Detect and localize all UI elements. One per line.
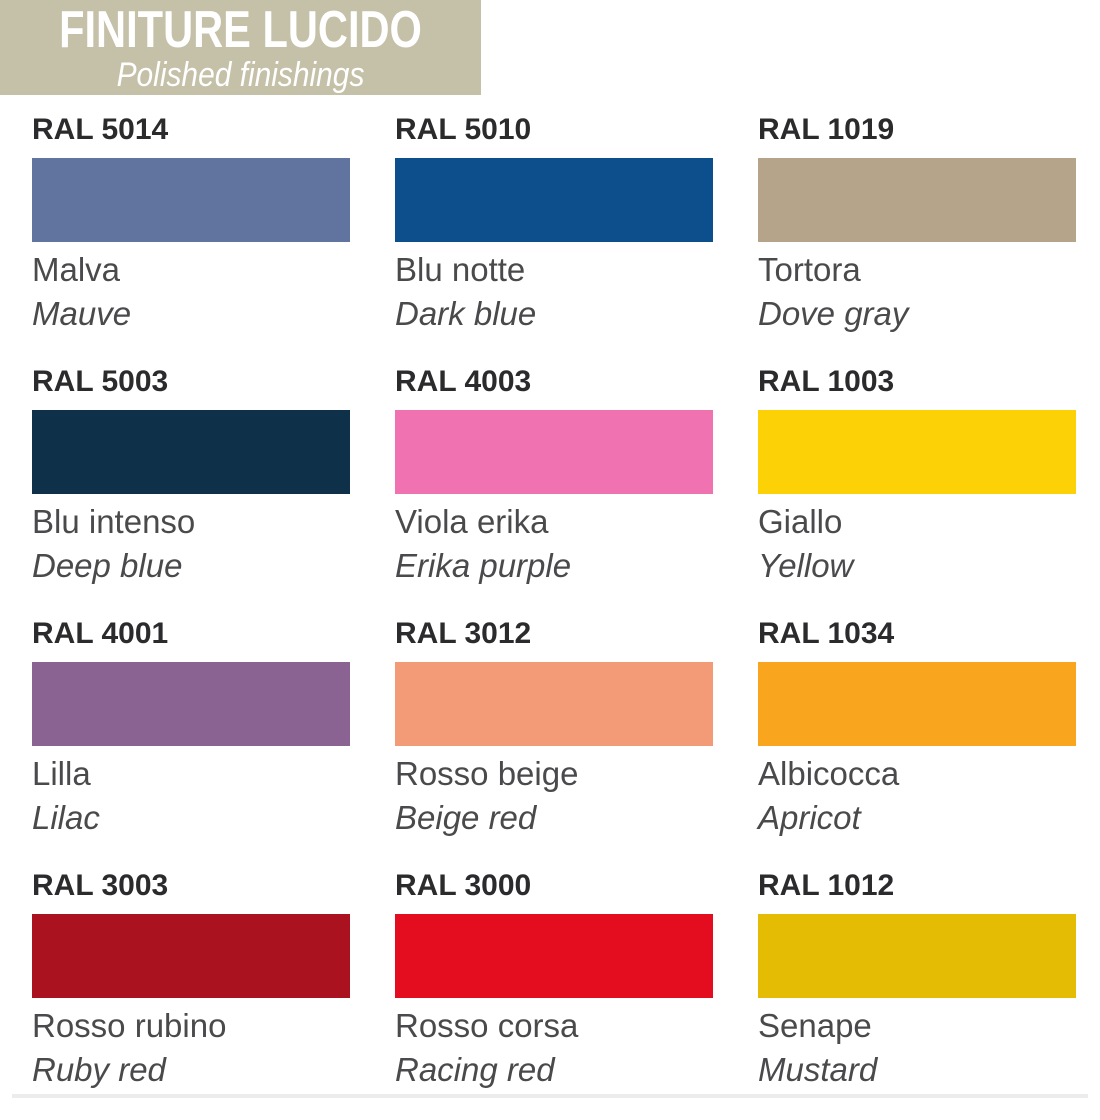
color-name-italian: Malva <box>32 251 121 288</box>
ral-code-label: RAL 1019 <box>758 113 895 146</box>
color-name-english: Erika purple <box>395 547 572 584</box>
color-name-english: Dove gray <box>758 295 909 332</box>
color-name-italian: Blu notte <box>395 251 526 288</box>
color-name-english: Beige red <box>395 799 537 836</box>
color-name-italian: Giallo <box>758 503 843 540</box>
color-swatch <box>758 158 1076 242</box>
ral-code-label: RAL 3000 <box>395 869 532 902</box>
color-swatch <box>758 410 1076 494</box>
color-swatch <box>32 662 350 746</box>
page-title: FINITURE LUCIDO <box>59 1 422 59</box>
color-swatch <box>395 662 713 746</box>
color-name-italian: Rosso rubino <box>32 1007 227 1044</box>
header-bar: FINITURE LUCIDO Polished finishings <box>0 0 481 95</box>
color-swatch <box>395 914 713 998</box>
swatch-card: RAL 5014 Malva Mauve <box>32 112 350 364</box>
swatch-card: RAL 1034 Albicocca Apricot <box>758 616 1076 868</box>
color-swatch <box>32 410 350 494</box>
color-name-italian: Senape <box>758 1007 872 1044</box>
color-name-english: Apricot <box>758 799 861 836</box>
swatch-card: RAL 5010 Blu notte Dark blue <box>395 112 713 364</box>
color-name-italian: Blu intenso <box>32 503 196 540</box>
ral-code-label: RAL 1012 <box>758 869 895 902</box>
ral-code-label: RAL 5010 <box>395 113 532 146</box>
swatch-card: RAL 1012 Senape Mustard <box>758 868 1076 1120</box>
ral-code-label: RAL 1034 <box>758 617 895 650</box>
swatch-card: RAL 1003 Giallo Yellow <box>758 364 1076 616</box>
ral-code-label: RAL 4001 <box>32 617 169 650</box>
color-name-english: Mustard <box>758 1051 878 1088</box>
swatch-card: RAL 5003 Blu intenso Deep blue <box>32 364 350 616</box>
color-name-english: Lilac <box>32 799 100 836</box>
ral-code-label: RAL 4003 <box>395 365 532 398</box>
swatch-grid: RAL 5014 Malva Mauve RAL 5010 Blu notte … <box>32 112 1076 1120</box>
color-swatch <box>395 158 713 242</box>
color-name-english: Mauve <box>32 295 132 332</box>
color-name-italian: Rosso beige <box>395 755 579 792</box>
color-name-italian: Rosso corsa <box>395 1007 579 1044</box>
color-name-english: Deep blue <box>32 547 183 584</box>
ral-code-label: RAL 1003 <box>758 365 895 398</box>
color-name-italian: Tortora <box>758 251 861 288</box>
ral-code-label: RAL 5014 <box>32 113 169 146</box>
color-name-english: Racing red <box>395 1051 555 1088</box>
color-name-english: Yellow <box>758 547 854 584</box>
color-name-italian: Lilla <box>32 755 91 792</box>
page-bottom-edge <box>12 1094 1088 1098</box>
swatch-card: RAL 1019 Tortora Dove gray <box>758 112 1076 364</box>
swatch-card: RAL 4003 Viola erika Erika purple <box>395 364 713 616</box>
color-name-english: Dark blue <box>395 295 537 332</box>
page-subtitle: Polished finishings <box>116 56 365 94</box>
color-swatch <box>758 662 1076 746</box>
swatch-card: RAL 3003 Rosso rubino Ruby red <box>32 868 350 1120</box>
color-name-italian: Albicocca <box>758 755 900 792</box>
swatch-card: RAL 3000 Rosso corsa Racing red <box>395 868 713 1120</box>
ral-code-label: RAL 3003 <box>32 869 169 902</box>
color-name-italian: Viola erika <box>395 503 549 540</box>
swatch-card: RAL 3012 Rosso beige Beige red <box>395 616 713 868</box>
color-name-english: Ruby red <box>32 1051 166 1088</box>
color-swatch <box>758 914 1076 998</box>
color-swatch <box>32 914 350 998</box>
color-swatch <box>32 158 350 242</box>
ral-code-label: RAL 3012 <box>395 617 532 650</box>
swatch-card: RAL 4001 Lilla Lilac <box>32 616 350 868</box>
color-swatch <box>395 410 713 494</box>
ral-code-label: RAL 5003 <box>32 365 169 398</box>
